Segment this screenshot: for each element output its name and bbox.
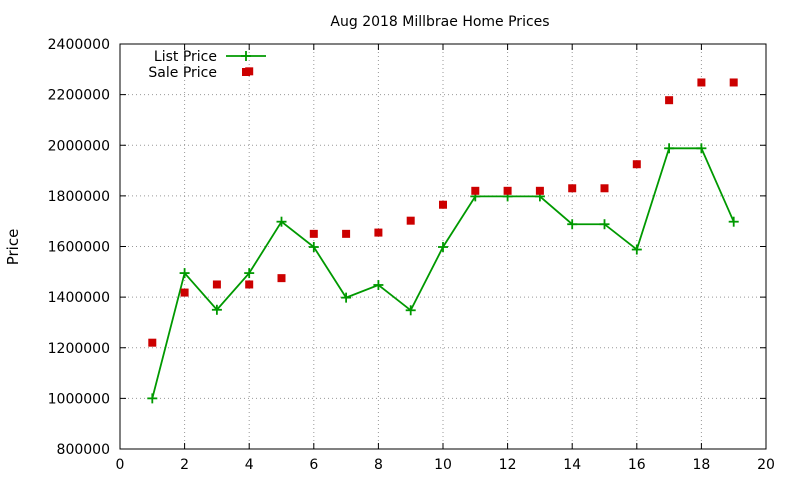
list-price-point (664, 143, 675, 154)
y-tick-label: 2400000 (48, 37, 110, 53)
list-price-point (308, 242, 319, 253)
list-price-point (276, 216, 287, 227)
sale-price-point (503, 186, 512, 195)
sale-price-point (309, 229, 318, 238)
x-tick-label: 16 (628, 457, 646, 473)
sale-price-point (632, 160, 641, 169)
x-tick-label: 20 (757, 457, 775, 473)
y-tick-label: 1400000 (48, 290, 110, 306)
plot-area (147, 67, 739, 404)
list-price-point (405, 305, 416, 316)
sale-price-point (180, 288, 189, 297)
list-price-point (696, 143, 707, 154)
sale-price-point (374, 228, 383, 237)
plot-frame (119, 43, 767, 450)
list-price-point (341, 292, 352, 303)
sale-price-point (439, 200, 447, 209)
sale-price-point (600, 184, 609, 193)
list-price-point (728, 216, 739, 227)
sale-price-point (212, 280, 221, 289)
y-tick-label: 2000000 (48, 138, 110, 154)
legend-label: List Price (154, 49, 217, 65)
list-price-point (631, 244, 642, 255)
sale-price-point (406, 216, 415, 225)
list-price-point (438, 242, 448, 253)
y-tick-label: 1000000 (48, 391, 110, 407)
y-tick-label: 1600000 (48, 240, 110, 256)
legend-label: Sale Price (148, 65, 217, 81)
sale-price-point (342, 229, 351, 238)
x-tick-label: 4 (245, 457, 254, 473)
x-tick-label: 10 (434, 457, 452, 473)
x-tick-label: 14 (563, 457, 581, 473)
list-price-point (147, 393, 158, 404)
sale-price-point (568, 184, 577, 193)
sale-price-point (535, 186, 544, 195)
legend-marker (242, 68, 250, 76)
x-tick-label: 8 (374, 457, 383, 473)
sale-price-point (471, 186, 480, 195)
list-price-point (567, 219, 578, 230)
x-tick-label: 0 (116, 457, 125, 473)
sale-price-point (729, 78, 738, 87)
list-price-point (599, 219, 610, 230)
axis-ticks: 0 2 4 6 8 10 12 14 16 18 20 800000 1000000 1200000 140… (48, 37, 775, 473)
y-tick-label: 1200000 (48, 341, 110, 357)
y-axis-label: Price (4, 229, 22, 266)
sale-price-point (665, 96, 674, 105)
sale-price-point (148, 338, 157, 347)
sale-price-point (277, 274, 286, 283)
y-tick-label: 2200000 (48, 88, 110, 104)
x-tick-label: 18 (692, 457, 710, 473)
list-price-point (211, 304, 222, 315)
sale-price-point (245, 280, 254, 289)
list-price-point (244, 268, 255, 279)
x-tick-label: 6 (309, 457, 318, 473)
chart-title: Aug 2018 Millbrae Home Prices (330, 14, 549, 30)
list-price-point (179, 268, 190, 279)
y-tick-label: 800000 (57, 442, 110, 458)
list-price-point (373, 279, 384, 290)
sale-price-point (697, 78, 706, 87)
x-tick-label: 2 (180, 457, 189, 473)
x-tick-label: 12 (499, 457, 517, 473)
y-tick-label: 1800000 (48, 189, 110, 205)
legend-marker (241, 51, 251, 61)
